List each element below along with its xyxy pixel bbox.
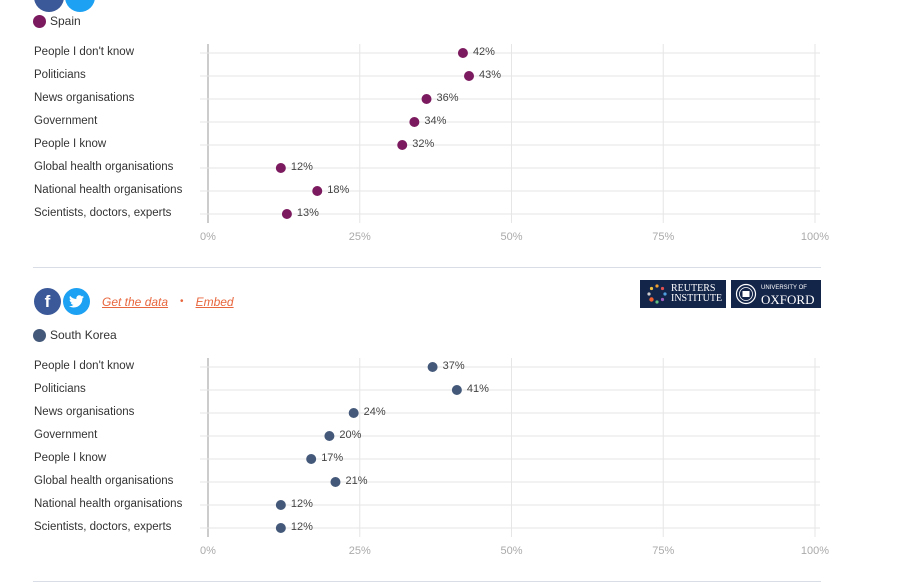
get-the-data-link[interactable]: Get the data — [102, 294, 169, 309]
facebook-share-icon-top[interactable] — [34, 0, 64, 12]
category-label: News organisations — [34, 92, 135, 104]
data-point — [451, 385, 462, 395]
data-label: 21% — [345, 475, 367, 487]
data-point — [275, 163, 286, 173]
data-point — [275, 523, 286, 533]
category-label: Politicians — [34, 69, 86, 81]
data-label: 20% — [339, 429, 361, 441]
oxford-logo[interactable]: UNIVERSITY OF OXFORD — [731, 280, 821, 308]
embed-link[interactable]: Embed — [195, 294, 234, 309]
reuters-line1: REUTERS — [671, 283, 716, 294]
data-point — [348, 408, 359, 418]
link-separator: • — [180, 296, 184, 307]
twitter-share-icon-top[interactable] — [65, 0, 95, 12]
category-label: People I know — [34, 452, 107, 464]
data-label: 17% — [321, 452, 343, 464]
data-label: 43% — [479, 69, 501, 81]
data-label: 42% — [473, 46, 495, 58]
legend-label: Spain — [50, 14, 81, 28]
oxford-line2: OXFORD — [761, 292, 815, 307]
data-label: 32% — [412, 138, 434, 150]
legend-dot-spain-icon — [33, 14, 46, 28]
data-point — [330, 477, 341, 487]
data-point — [427, 362, 438, 372]
category-label: National health organisations — [34, 184, 183, 196]
reuters-dots-icon — [647, 284, 667, 304]
category-label: People I don't know — [34, 360, 135, 372]
category-label: Government — [34, 115, 98, 127]
data-label: 18% — [327, 184, 349, 196]
x-tick-label: 100% — [801, 545, 829, 557]
x-tick-label: 0% — [200, 545, 216, 557]
data-point — [397, 140, 408, 150]
section-divider — [33, 267, 821, 268]
data-label: 12% — [291, 161, 313, 173]
data-point — [457, 48, 468, 58]
facebook-icon: f — [44, 291, 51, 311]
category-label: Scientists, doctors, experts — [34, 521, 172, 533]
section-divider-bottom — [33, 581, 821, 582]
category-label: Scientists, doctors, experts — [34, 207, 172, 219]
data-point — [312, 186, 323, 196]
x-tick-label: 75% — [652, 545, 674, 557]
reuters-line2: INSTITUTE — [671, 293, 723, 304]
x-tick-label: 25% — [349, 231, 371, 243]
category-label: Politicians — [34, 383, 86, 395]
data-label: 12% — [291, 498, 313, 510]
data-point — [409, 117, 420, 127]
data-point — [421, 94, 432, 104]
twitter-share-button[interactable] — [63, 288, 90, 315]
x-tick-label: 50% — [500, 231, 522, 243]
oxford-crest-icon — [735, 283, 757, 305]
data-label: 24% — [364, 406, 386, 418]
reuters-institute-logo[interactable]: REUTERS INSTITUTE — [640, 280, 726, 308]
category-label: Global health organisations — [34, 475, 174, 487]
legend-spain: Spain — [33, 14, 81, 28]
x-tick-label: 25% — [349, 545, 371, 557]
dot-chart-spain: 0% 25% 50% 75% 100% 42% 43% 36% 34% 32% 12% 18% 13% — [200, 44, 829, 243]
data-label: 34% — [424, 115, 446, 127]
data-label: 37% — [443, 360, 465, 372]
x-tick-label: 50% — [500, 545, 522, 557]
data-point — [324, 431, 335, 441]
oxford-line1: UNIVERSITY OF — [761, 285, 807, 291]
category-label: Government — [34, 429, 98, 441]
data-label: 36% — [437, 92, 459, 104]
category-label: People I don't know — [34, 46, 135, 58]
twitter-icon — [69, 295, 84, 308]
category-label: Global health organisations — [34, 161, 174, 173]
data-point — [281, 209, 292, 219]
category-label: News organisations — [34, 406, 135, 418]
data-point — [306, 454, 317, 464]
data-point — [464, 71, 475, 81]
facebook-share-button[interactable]: f — [34, 288, 61, 315]
data-label: 41% — [467, 383, 489, 395]
share-row: f Get the data • Embed — [34, 288, 234, 315]
data-label: 12% — [291, 521, 313, 533]
legend-label: South Korea — [50, 328, 117, 342]
x-tick-label: 75% — [652, 231, 674, 243]
data-point — [275, 500, 286, 510]
category-label: National health organisations — [34, 498, 183, 510]
x-tick-label: 0% — [200, 231, 216, 243]
category-label: People I know — [34, 138, 107, 150]
x-tick-label: 100% — [801, 231, 829, 243]
legend-dot-south-korea-icon — [33, 328, 46, 342]
legend-south-korea: South Korea — [33, 328, 117, 342]
data-label: 13% — [297, 207, 319, 219]
